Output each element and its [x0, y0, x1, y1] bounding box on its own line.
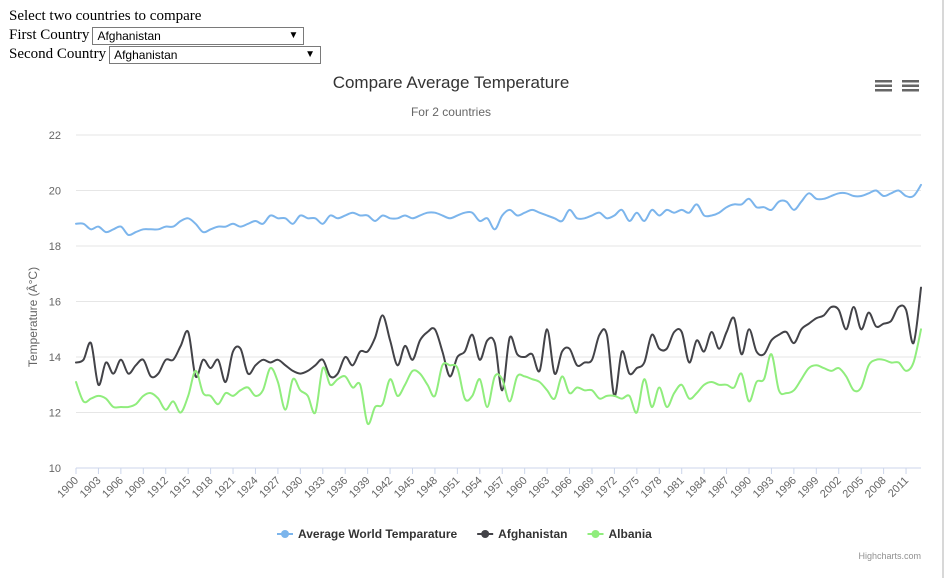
x-tick-label: 1903 — [78, 475, 104, 501]
x-axis-ticks: 1900190319061909191219151918192119241927… — [55, 468, 911, 500]
x-tick-label: 1954 — [459, 475, 485, 501]
x-tick-label: 1969 — [571, 475, 597, 501]
second-country-select[interactable]: Afghanistan ▼ — [109, 45, 322, 64]
x-tick-label: 1906 — [100, 475, 126, 501]
x-tick-label: 1918 — [190, 475, 216, 501]
x-tick-label: 1966 — [549, 475, 575, 501]
menu-icon — [902, 80, 919, 92]
x-tick-label: 1990 — [728, 475, 754, 501]
x-tick-label: 1915 — [167, 475, 193, 501]
temperature-chart: Compare Average Temperature For 2 countr… — [25, 73, 922, 561]
x-tick-label: 1933 — [302, 475, 328, 501]
legend-marker — [281, 530, 289, 538]
x-tick-label: 1900 — [55, 475, 81, 501]
x-tick-label: 1987 — [706, 475, 732, 501]
y-tick-label: 20 — [49, 186, 61, 198]
y-tick-label: 14 — [49, 352, 61, 364]
x-tick-label: 1999 — [796, 475, 822, 501]
menu-icon — [875, 80, 892, 92]
y-axis-label: Temperature (Â°C) — [25, 267, 40, 367]
x-tick-label: 1909 — [123, 475, 149, 501]
legend-marker — [591, 530, 600, 538]
chart-subtitle: For 2 countries — [411, 105, 491, 119]
x-tick-label: 1963 — [526, 475, 552, 501]
chevron-down-icon: ▼ — [305, 48, 316, 60]
page-border — [942, 0, 944, 578]
x-tick-label: 1927 — [257, 475, 283, 501]
form-prompt: Select two countries to compare — [9, 8, 202, 24]
x-tick-label: 1924 — [235, 475, 261, 501]
legend-marker — [481, 530, 490, 538]
x-tick-label: 1939 — [347, 475, 373, 501]
credits-link[interactable]: Highcharts.com — [858, 551, 921, 561]
series-lines — [75, 183, 922, 426]
x-tick-label: 1951 — [437, 475, 463, 501]
legend-label-world[interactable]: Average World Temparature — [298, 527, 457, 541]
chart-container: Compare Average Temperature For 2 countr… — [0, 64, 944, 578]
country-selector-form: Select two countries to compare First Co… — [9, 7, 322, 64]
first-country-select[interactable]: Afghanistan ▼ — [92, 26, 305, 45]
legend-label-albania[interactable]: Albania — [609, 527, 653, 541]
x-tick-label: 1993 — [751, 475, 777, 501]
x-tick-label: 1996 — [773, 475, 799, 501]
x-tick-label: 2005 — [841, 475, 867, 501]
x-tick-label: 1984 — [683, 475, 709, 501]
series-line-albania — [75, 328, 922, 426]
chevron-down-icon: ▼ — [288, 29, 299, 41]
first-country-label: First Country — [9, 27, 90, 43]
x-tick-label: 1978 — [639, 475, 665, 501]
x-tick-label: 1930 — [280, 475, 306, 501]
x-tick-label: 1942 — [369, 475, 395, 501]
legend-label-afghanistan[interactable]: Afghanistan — [498, 527, 567, 541]
export-menu-button[interactable] — [902, 80, 919, 92]
x-tick-label: 1921 — [212, 475, 238, 501]
first-country-value: Afghanistan — [97, 28, 161, 43]
x-tick-label: 1948 — [414, 475, 440, 501]
legend: Average World Temparature Afghanistan Alba… — [277, 527, 652, 541]
x-tick-label: 1960 — [504, 475, 530, 501]
context-menu-button[interactable] — [875, 80, 892, 92]
x-tick-label: 1912 — [145, 475, 171, 501]
grid-lines — [76, 134, 921, 469]
y-tick-label: 16 — [49, 297, 61, 309]
second-country-value: Afghanistan — [114, 47, 178, 62]
x-tick-label: 1945 — [392, 475, 418, 501]
y-tick-label: 18 — [49, 241, 61, 253]
y-axis-ticks: 10 12 14 16 18 20 22 — [49, 130, 61, 475]
first-country-row: First Country Afghanistan ▼ — [9, 26, 321, 45]
x-tick-label: 1936 — [325, 475, 351, 501]
series-line-afghanistan — [75, 286, 922, 397]
y-tick-label: 12 — [49, 408, 61, 420]
y-tick-label: 22 — [49, 130, 61, 142]
chart-title: Compare Average Temperature — [333, 73, 570, 92]
x-tick-label: 2008 — [863, 475, 889, 501]
x-tick-label: 1975 — [616, 475, 642, 501]
second-country-label: Second Country — [9, 46, 107, 62]
second-country-row: Second Country Afghanistan ▼ — [9, 45, 322, 64]
x-tick-label: 1972 — [594, 475, 620, 501]
x-tick-label: 1981 — [661, 475, 687, 501]
y-tick-label: 10 — [49, 463, 61, 475]
x-tick-label: 2011 — [886, 475, 911, 500]
x-tick-label: 1957 — [482, 475, 508, 501]
x-tick-label: 2002 — [818, 475, 844, 501]
series-line-world — [75, 183, 922, 237]
